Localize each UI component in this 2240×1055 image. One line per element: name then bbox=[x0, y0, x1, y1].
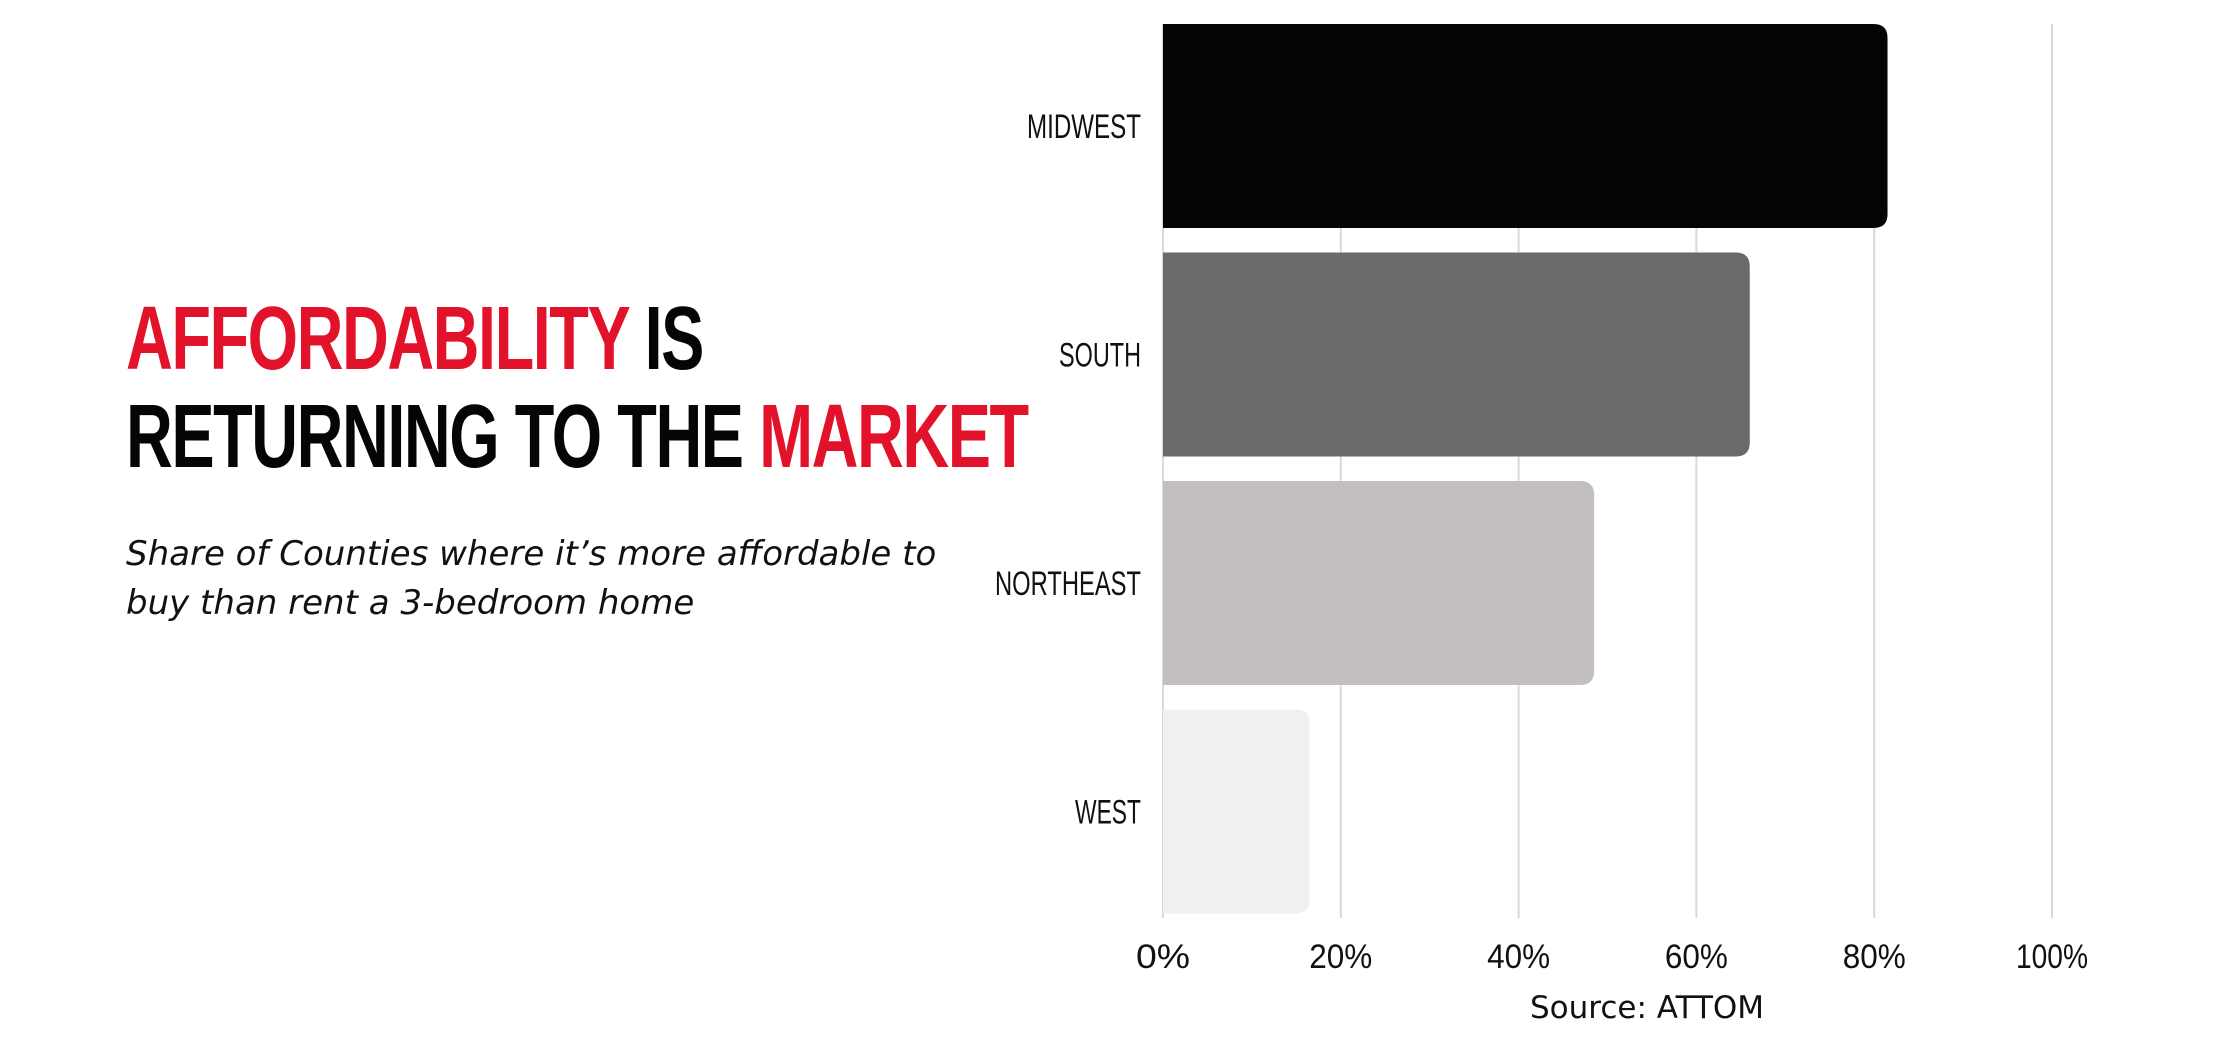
category-label-midwest: MIDWEST bbox=[1027, 108, 1141, 146]
x-axis-ticks: 0% 20% 40% 60% 80% 100% bbox=[1136, 938, 2088, 976]
bar-layer bbox=[1163, 24, 1888, 914]
category-label-west: WEST bbox=[1075, 794, 1141, 832]
bar-midwest bbox=[1163, 24, 1888, 228]
bar-west-rect bbox=[1163, 709, 1310, 914]
x-tick-label: 0% bbox=[1136, 938, 1190, 976]
bar-midwest-rect bbox=[1163, 24, 1888, 228]
bar-northeast-rect bbox=[1163, 481, 1595, 685]
x-tick-label: 20% bbox=[1309, 938, 1372, 976]
x-tick-label: 80% bbox=[1843, 938, 1906, 976]
source-note: Source: ATTOM bbox=[1530, 990, 1765, 1026]
subtitle: Share of Counties where it’s more afford… bbox=[126, 534, 937, 623]
category-labels: MIDWEST SOUTH NORTHEAST WEST bbox=[995, 108, 1141, 832]
headline-accent-1: AFFORDABILITY bbox=[126, 289, 629, 389]
headline-text-1: IS bbox=[628, 289, 705, 389]
headline-text-2: RETURNING TO THE bbox=[126, 387, 760, 487]
category-label-south: SOUTH bbox=[1059, 337, 1141, 375]
bar-west bbox=[1163, 709, 1310, 914]
category-label-northeast: NORTHEAST bbox=[995, 565, 1141, 603]
bar-south-rect bbox=[1163, 252, 1750, 457]
headline: AFFORDABILITY IS RETURNING TO THE MARKET bbox=[126, 289, 1029, 486]
bar-northeast bbox=[1163, 481, 1595, 685]
bar-south bbox=[1163, 252, 1750, 457]
headline-accent-2: MARKET bbox=[759, 387, 1029, 487]
x-tick-label: 60% bbox=[1665, 938, 1728, 976]
x-tick-label: 100% bbox=[2016, 938, 2088, 976]
x-tick-label: 40% bbox=[1487, 938, 1550, 976]
